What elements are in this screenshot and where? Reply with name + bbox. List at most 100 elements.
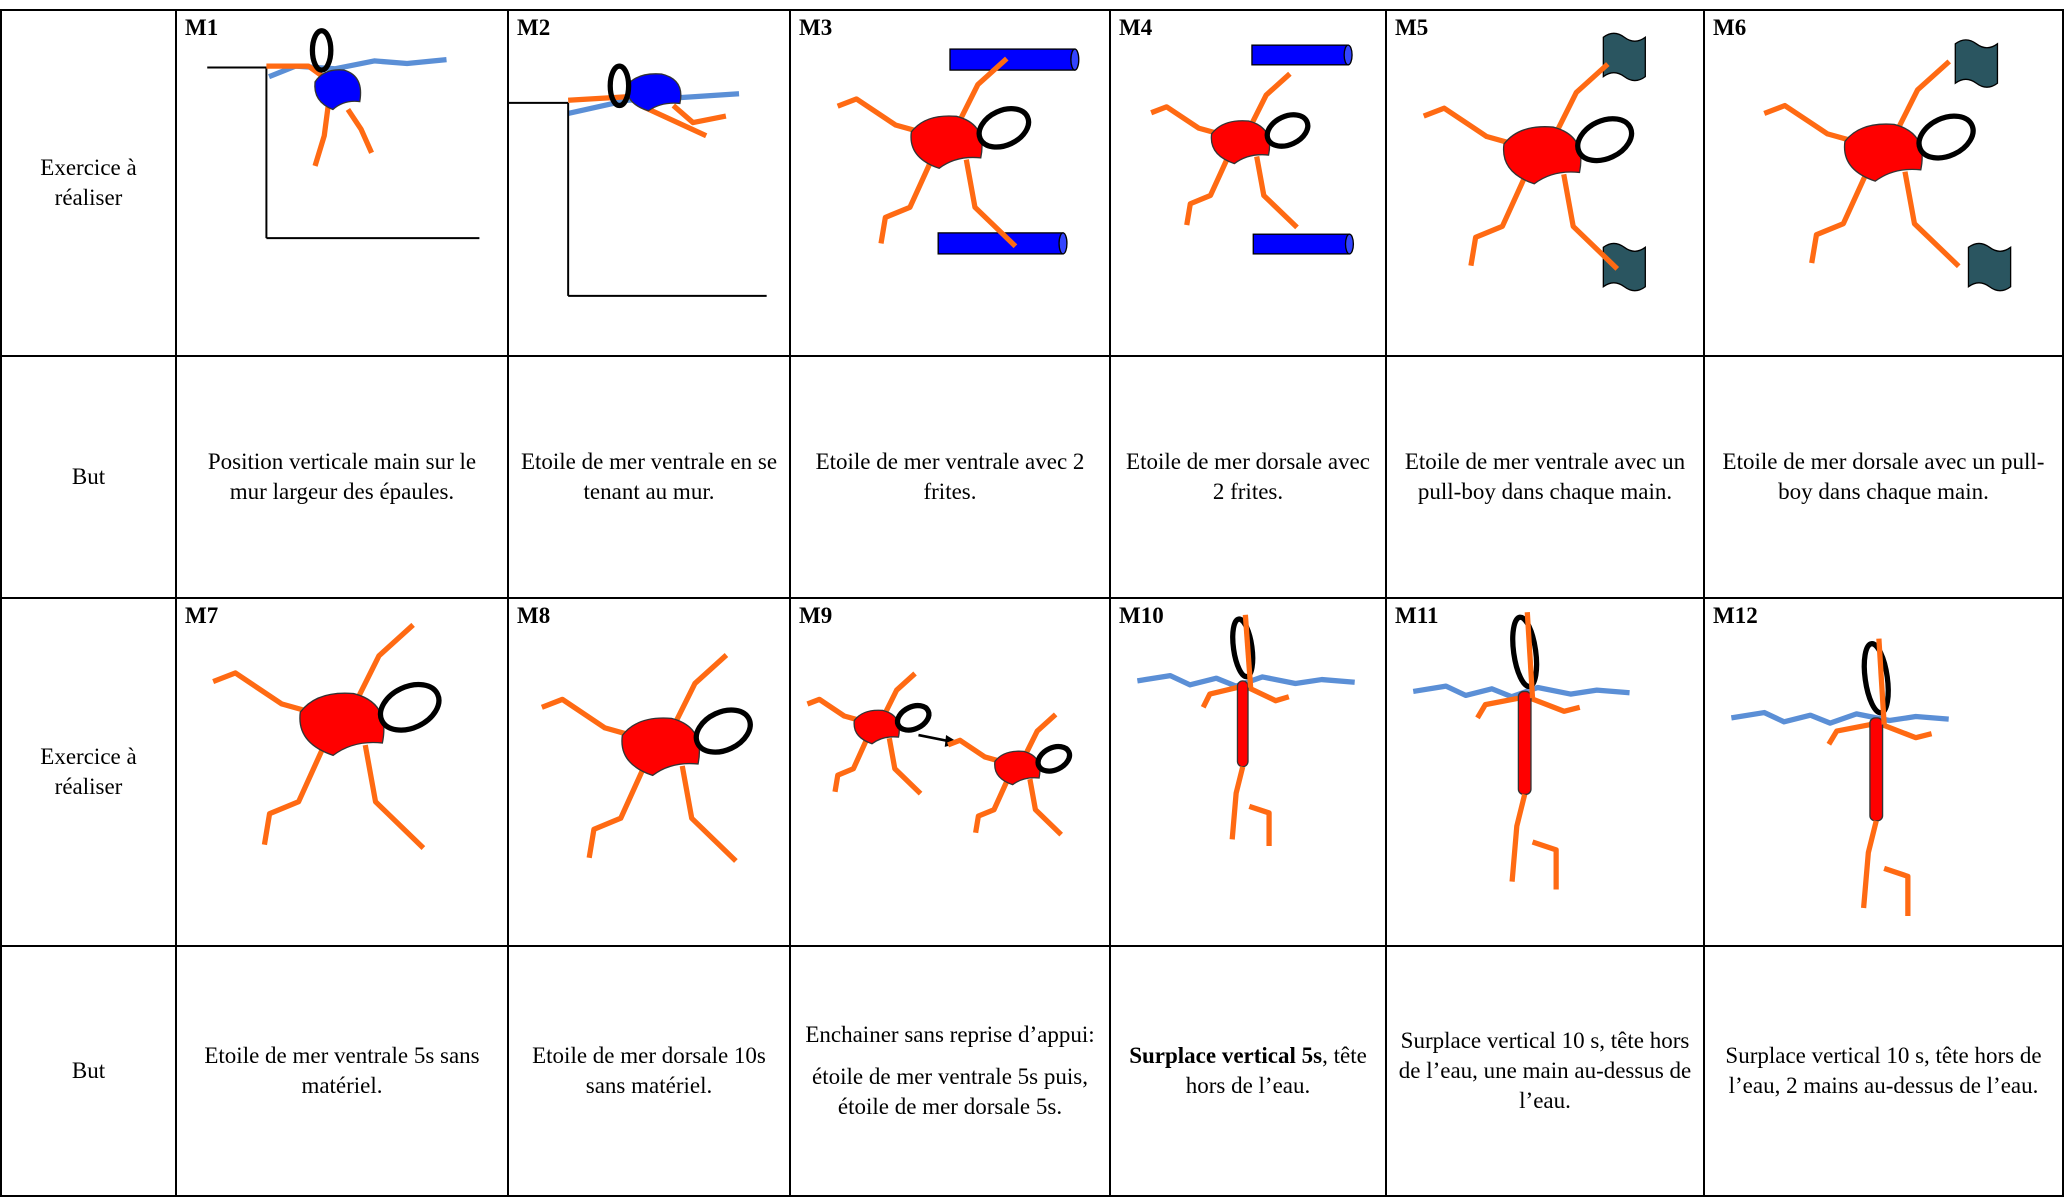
figure-shape xyxy=(1242,614,1254,688)
goal-cell: Position verticale main sur le mur large… xyxy=(177,357,509,599)
goal-cell: Etoile de mer ventrale avec 2 frites. xyxy=(791,357,1111,599)
figure-shape xyxy=(1184,155,1231,226)
goal-text-rest: , tête hors de l’eau. xyxy=(1185,1043,1367,1098)
figure-shape xyxy=(1517,690,1532,796)
figure-shape xyxy=(949,48,1076,71)
figure-shape xyxy=(1502,126,1582,185)
goal-text: Surplace vertical 10 s, tête hors de l’e… xyxy=(1725,1043,2042,1098)
exercise-cell: M4 xyxy=(1111,11,1387,357)
exercise-table: Exercice à réaliser M1 M2 M3 M4 M5 M6 But Positi… xyxy=(0,9,2064,1197)
exercise-figure xyxy=(806,671,1073,837)
goal-cell: Enchainer sans reprise d’appui: étoile de… xyxy=(791,947,1111,1197)
figure-shape xyxy=(1344,233,1355,255)
exercise-cell: M8 xyxy=(509,599,791,947)
figure-shape xyxy=(299,692,385,757)
exercise-code: M4 xyxy=(1119,15,1153,40)
figure-shape xyxy=(1883,865,1911,916)
figure-shape xyxy=(586,764,647,859)
exercise-code: M8 xyxy=(517,603,551,628)
figure-shape xyxy=(976,106,1032,150)
figure-shape xyxy=(1247,71,1292,130)
figure-shape xyxy=(626,73,682,112)
figure-shape xyxy=(314,69,362,111)
figure-shape xyxy=(1252,233,1351,255)
goal-text: Etoile de mer dorsale avec 2 frites. xyxy=(1126,449,1370,504)
figure-shape xyxy=(1809,170,1870,264)
figure-shape xyxy=(853,709,900,745)
figure-shape xyxy=(886,737,923,796)
figure-shape xyxy=(910,115,983,170)
figure-shape xyxy=(1510,614,1540,690)
exercise-code: M3 xyxy=(799,15,833,40)
figure-shape xyxy=(1861,641,1891,716)
figure-shape xyxy=(1730,709,1949,726)
figure-shape xyxy=(621,717,700,777)
figure-shape xyxy=(937,232,1064,255)
figure-shape xyxy=(963,159,1018,249)
figure-shape xyxy=(1035,743,1073,774)
exercise-figure xyxy=(836,48,1080,255)
row-label: But xyxy=(2,357,177,599)
exercise-cell: M10 xyxy=(1111,599,1387,947)
figure-shape xyxy=(1343,44,1353,66)
figure-shape xyxy=(1468,173,1529,267)
figure-shape xyxy=(1602,242,1646,292)
exercise-figure xyxy=(207,28,480,240)
row-label: But xyxy=(2,947,177,1197)
figure-shape xyxy=(1210,120,1271,165)
figure-shape xyxy=(1058,232,1068,255)
goal-text: Enchainer sans reprise d’appui: xyxy=(805,1022,1095,1047)
figure-shape xyxy=(1070,48,1080,71)
exercise-code: M12 xyxy=(1713,603,1758,628)
goal-cell: Etoile de mer ventrale en se tenant au m… xyxy=(509,357,791,599)
figure-shape xyxy=(894,702,932,733)
exercise-cell: M6 xyxy=(1705,11,2064,357)
goal-cell: Etoile de mer dorsale 10s sans matériel. xyxy=(509,947,791,1197)
exercise-code: M7 xyxy=(185,603,219,628)
figure-shape xyxy=(1880,721,1933,741)
row-label: Exercice à réaliser xyxy=(2,599,177,947)
figure-shape xyxy=(679,765,738,863)
figure-shape xyxy=(377,681,442,733)
figure-shape xyxy=(693,707,753,755)
exercise-figure xyxy=(540,653,753,863)
goal-cell: Etoile de mer dorsale avec 2 frites. xyxy=(1111,357,1387,599)
figure-shape xyxy=(973,778,1011,834)
goal-text: Etoile de mer dorsale avec un pull-boy d… xyxy=(1722,449,2045,504)
figure-shape xyxy=(1236,680,1249,768)
goal-cell: Etoile de mer ventrale 5s sans matériel. xyxy=(177,947,509,1197)
figure-shape xyxy=(1967,242,2012,292)
row-label: Exercice à réaliser xyxy=(2,11,177,357)
figure-shape xyxy=(878,158,934,244)
goal-text: Etoile de mer ventrale 5s sans matériel. xyxy=(204,1043,480,1098)
figure-shape xyxy=(670,653,729,730)
figure-shape xyxy=(955,56,1009,127)
exercise-figure xyxy=(1150,44,1355,255)
figure-shape xyxy=(1254,156,1299,230)
figure-shape xyxy=(994,750,1041,786)
figure-shape xyxy=(1954,39,1999,88)
goal-cell: Etoile de mer ventrale avec un pull-boy … xyxy=(1387,357,1705,599)
goal-text: Surplace vertical 10 s, tête hors de l’e… xyxy=(1398,1028,1692,1113)
figure-shape xyxy=(1893,59,1951,136)
figure-shape xyxy=(1475,695,1520,720)
figure-shape xyxy=(1264,112,1311,149)
figure-shape xyxy=(345,108,374,154)
exercise-code: M2 xyxy=(517,15,551,40)
figure-shape xyxy=(1509,793,1528,882)
exercise-figure xyxy=(1763,39,2012,292)
figure-shape xyxy=(1876,638,1887,725)
exercise-cell: M7 xyxy=(177,599,509,947)
figure-shape xyxy=(1916,113,1976,161)
figure-shape xyxy=(671,103,727,126)
figure-shape xyxy=(1229,766,1246,840)
figure-shape xyxy=(567,93,635,103)
exercise-code: M1 xyxy=(185,15,219,40)
goal-text: Etoile de mer ventrale en se tenant au m… xyxy=(520,449,778,504)
goal-text: Position verticale main sur le mur large… xyxy=(207,449,477,504)
figure-shape xyxy=(1561,173,1620,271)
figure-shape xyxy=(1551,62,1610,138)
exercise-code: M5 xyxy=(1395,15,1429,40)
exercise-cell: M3 xyxy=(791,11,1111,357)
